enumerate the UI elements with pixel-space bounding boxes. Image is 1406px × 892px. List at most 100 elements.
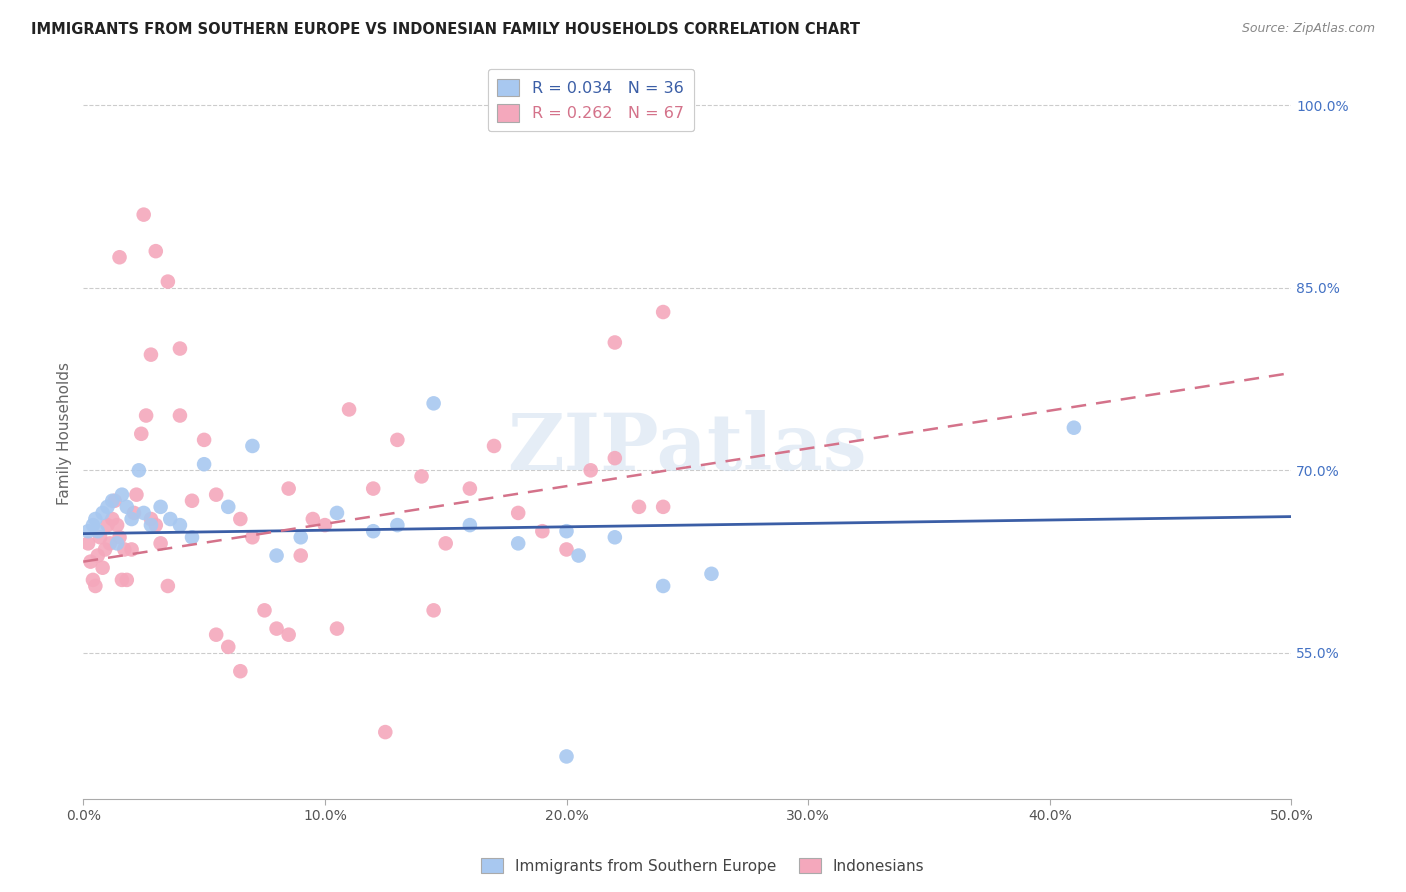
Point <box>129 426 152 441</box>
Point <box>700 566 723 581</box>
Point <box>101 493 124 508</box>
Point <box>101 512 124 526</box>
Point <box>159 512 181 526</box>
Point <box>326 506 349 520</box>
Point <box>579 463 602 477</box>
Point <box>111 488 134 502</box>
Point <box>132 208 155 222</box>
Point <box>87 549 110 563</box>
Point <box>128 463 150 477</box>
Point <box>422 396 444 410</box>
Point <box>156 275 179 289</box>
Point <box>94 542 117 557</box>
Point <box>555 524 578 539</box>
Point <box>627 500 650 514</box>
Point <box>139 348 162 362</box>
Point <box>326 622 349 636</box>
Point <box>121 542 143 557</box>
Point <box>169 518 191 533</box>
Text: ZIPatlas: ZIPatlas <box>508 410 868 486</box>
Point <box>132 506 155 520</box>
Point <box>105 518 128 533</box>
Point <box>603 335 626 350</box>
Point <box>555 749 578 764</box>
Point <box>242 439 264 453</box>
Point <box>290 549 312 563</box>
Point <box>104 493 127 508</box>
Point <box>217 640 239 654</box>
Point <box>229 664 252 678</box>
Point <box>82 518 104 533</box>
Point <box>193 433 215 447</box>
Point <box>96 500 118 514</box>
Point <box>337 402 360 417</box>
Point <box>89 530 111 544</box>
Point <box>108 530 131 544</box>
Point <box>91 560 114 574</box>
Point <box>125 488 148 502</box>
Point <box>82 573 104 587</box>
Legend: R = 0.034   N = 36, R = 0.262   N = 67: R = 0.034 N = 36, R = 0.262 N = 67 <box>488 70 693 131</box>
Point <box>458 518 481 533</box>
Point <box>387 518 409 533</box>
Point <box>652 500 675 514</box>
Point <box>79 555 101 569</box>
Point <box>434 536 457 550</box>
Point <box>169 409 191 423</box>
Point <box>603 451 626 466</box>
Point <box>411 469 433 483</box>
Text: Source: ZipAtlas.com: Source: ZipAtlas.com <box>1241 22 1375 36</box>
Point <box>314 518 336 533</box>
Point <box>115 573 138 587</box>
Point <box>652 579 675 593</box>
Point <box>193 457 215 471</box>
Point <box>555 542 578 557</box>
Point <box>122 506 145 520</box>
Y-axis label: Family Households: Family Households <box>58 362 72 505</box>
Point <box>217 500 239 514</box>
Point <box>229 512 252 526</box>
Point <box>374 725 396 739</box>
Text: IMMIGRANTS FROM SOUTHERN EUROPE VS INDONESIAN FAMILY HOUSEHOLDS CORRELATION CHAR: IMMIGRANTS FROM SOUTHERN EUROPE VS INDON… <box>31 22 860 37</box>
Point <box>84 579 107 593</box>
Point <box>77 536 100 550</box>
Point <box>301 512 323 526</box>
Point <box>266 549 288 563</box>
Point <box>105 536 128 550</box>
Point <box>139 518 162 533</box>
Point <box>111 573 134 587</box>
Point <box>242 530 264 544</box>
Point <box>96 518 118 533</box>
Point <box>508 536 530 550</box>
Point <box>205 628 228 642</box>
Point <box>387 433 409 447</box>
Point <box>1063 420 1085 434</box>
Point <box>87 524 110 539</box>
Point <box>91 506 114 520</box>
Point <box>135 409 157 423</box>
Point <box>108 250 131 264</box>
Point <box>139 512 162 526</box>
Point <box>361 482 384 496</box>
Point <box>290 530 312 544</box>
Point <box>149 500 172 514</box>
Point <box>205 488 228 502</box>
Point <box>121 512 143 526</box>
Point <box>115 500 138 514</box>
Point <box>112 542 135 557</box>
Point <box>568 549 591 563</box>
Point <box>145 518 167 533</box>
Point <box>361 524 384 539</box>
Point <box>77 524 100 539</box>
Point <box>458 482 481 496</box>
Point <box>422 603 444 617</box>
Point <box>149 536 172 550</box>
Point <box>531 524 554 539</box>
Point <box>652 305 675 319</box>
Point <box>277 628 299 642</box>
Point <box>508 506 530 520</box>
Point <box>169 342 191 356</box>
Point <box>482 439 505 453</box>
Point <box>181 530 204 544</box>
Legend: Immigrants from Southern Europe, Indonesians: Immigrants from Southern Europe, Indones… <box>475 852 931 880</box>
